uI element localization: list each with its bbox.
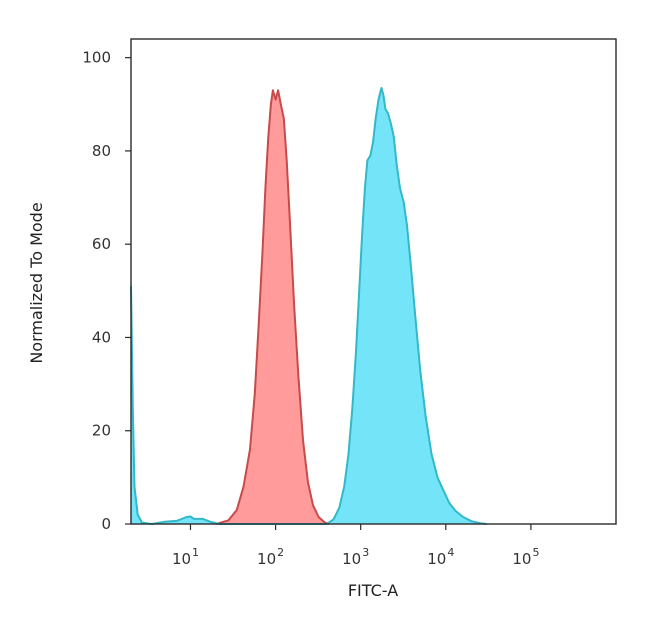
series-layer	[130, 87, 487, 525]
x-tick-base: 10	[342, 550, 361, 568]
x-tick-exponent: 4	[447, 546, 454, 559]
y-tick-label: 100	[82, 49, 111, 67]
x-tick-label: 102	[257, 546, 284, 568]
plot-frame	[130, 38, 617, 525]
series-0-line	[215, 89, 330, 525]
x-tick-label: 105	[512, 546, 539, 568]
x-tick-label: 104	[427, 546, 454, 568]
x-tick-exponent: 1	[192, 546, 199, 559]
x-tick-base: 10	[427, 550, 446, 568]
x-tick-base: 10	[512, 550, 531, 568]
series-1-area	[131, 88, 487, 524]
x-tick-base: 10	[257, 550, 276, 568]
x-tick-label: 101	[172, 546, 199, 568]
y-tick-label: 40	[92, 328, 111, 346]
x-tick-base: 10	[172, 550, 191, 568]
y-axis-title: Normalized To Mode	[27, 202, 46, 363]
x-tick-label: 103	[342, 546, 369, 568]
x-tick-exponent: 2	[277, 546, 284, 559]
y-tick-label: 60	[92, 235, 111, 253]
y-tick-label: 80	[92, 142, 111, 160]
series-0-area	[216, 90, 330, 525]
series-1-line	[130, 87, 487, 525]
x-tick-exponent: 5	[532, 546, 539, 559]
y-tick-label: 0	[101, 515, 111, 533]
x-axis-title: FITC-A	[348, 581, 398, 600]
y-tick-label: 20	[92, 422, 111, 440]
axis-ticks	[125, 57, 532, 530]
x-tick-exponent: 3	[362, 546, 369, 559]
